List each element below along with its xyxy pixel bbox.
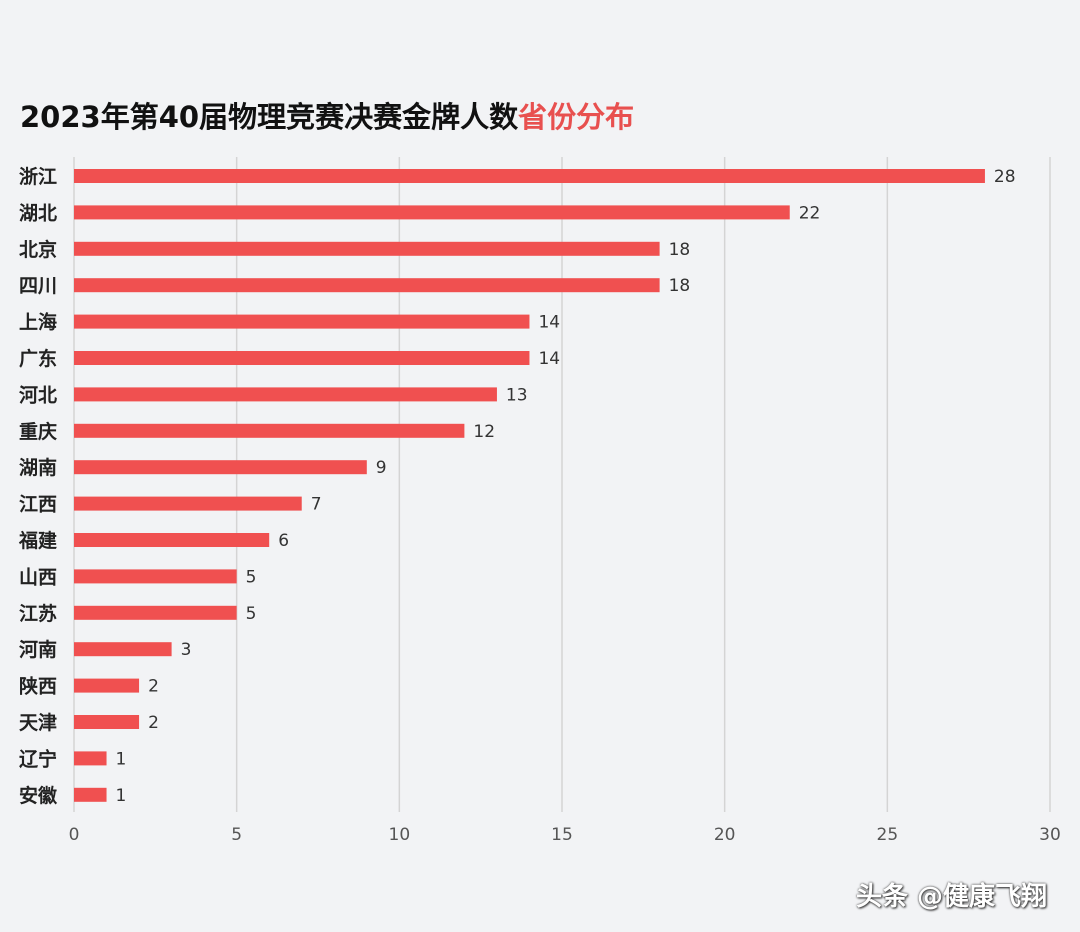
bar xyxy=(74,314,530,329)
x-tick-label: 25 xyxy=(877,825,899,845)
data-label: 2 xyxy=(148,713,159,733)
chart-title-main: 2023年第40届物理竞赛决赛金牌人数 xyxy=(20,100,519,134)
data-label: 14 xyxy=(538,349,560,369)
data-label: 22 xyxy=(799,203,821,223)
chart-title-accent: 省份分布 xyxy=(518,100,635,134)
bar xyxy=(74,787,107,802)
category-label: 江西 xyxy=(19,494,57,516)
x-tick-label: 15 xyxy=(551,825,573,845)
bar xyxy=(74,423,465,438)
category-label: 辽宁 xyxy=(19,747,57,770)
chart-title: 2023年第40届物理竞赛决赛金牌人数省份分布 xyxy=(20,94,634,136)
category-label: 河南 xyxy=(19,639,57,661)
data-label: 18 xyxy=(669,276,691,296)
data-label: 9 xyxy=(376,458,387,478)
x-tick-label: 30 xyxy=(1039,825,1061,845)
bar xyxy=(74,205,790,220)
category-label: 陕西 xyxy=(19,675,57,698)
bar xyxy=(74,169,985,183)
data-label: 5 xyxy=(246,604,257,624)
category-label: 安徽 xyxy=(19,784,58,807)
category-label: 天津 xyxy=(19,711,57,734)
category-label: 河北 xyxy=(19,384,57,406)
category-label: 北京 xyxy=(19,238,57,261)
bar xyxy=(74,751,107,766)
category-label: 湖南 xyxy=(19,457,57,479)
data-label: 28 xyxy=(994,167,1016,187)
bar xyxy=(74,605,237,620)
bar xyxy=(74,569,237,584)
category-label: 山西 xyxy=(19,566,57,588)
data-label: 7 xyxy=(311,495,322,515)
bar xyxy=(74,533,270,547)
category-label: 福建 xyxy=(18,529,57,552)
data-label: 3 xyxy=(181,640,192,660)
data-label: 12 xyxy=(473,422,495,442)
data-label: 1 xyxy=(116,786,127,806)
data-label: 6 xyxy=(278,531,289,551)
x-tick-label: 20 xyxy=(714,825,736,845)
category-label: 江苏 xyxy=(19,602,57,625)
category-label: 浙江 xyxy=(19,165,57,188)
watermark: 头条 @健康飞翔 xyxy=(856,882,1048,912)
bar xyxy=(74,678,140,693)
bar xyxy=(74,496,302,511)
data-label: 13 xyxy=(506,385,528,405)
bar xyxy=(74,642,172,657)
data-label: 1 xyxy=(116,749,127,769)
category-label: 上海 xyxy=(19,311,57,334)
x-tick-label: 5 xyxy=(231,825,242,845)
x-tick-label: 0 xyxy=(69,825,80,845)
x-tick-label: 10 xyxy=(389,825,411,845)
category-label: 四川 xyxy=(19,275,57,297)
bar xyxy=(74,715,140,729)
category-label: 广东 xyxy=(19,347,57,370)
data-label: 14 xyxy=(538,313,560,333)
data-label: 18 xyxy=(669,240,691,260)
data-label: 5 xyxy=(246,567,257,587)
category-label: 重庆 xyxy=(19,420,57,443)
data-label: 2 xyxy=(148,677,159,697)
bar xyxy=(74,278,660,293)
category-label: 湖北 xyxy=(19,202,57,224)
bar xyxy=(74,351,530,365)
bar xyxy=(74,460,367,475)
bar xyxy=(74,241,660,256)
bar xyxy=(74,387,497,402)
